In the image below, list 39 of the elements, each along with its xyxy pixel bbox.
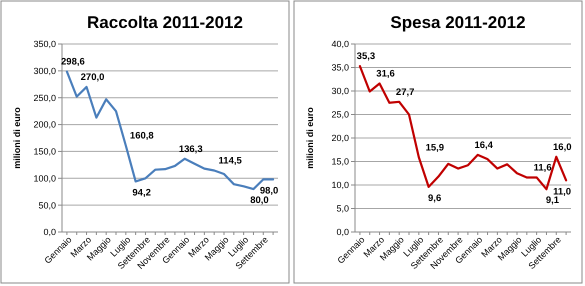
- y-tick-label: 100,0: [33, 173, 56, 184]
- data-label: 298,6: [61, 56, 85, 68]
- y-tick-label: 350,0: [33, 39, 56, 50]
- data-label: 11,6: [534, 162, 552, 174]
- y-axis-title: milioni di euro: [305, 106, 315, 169]
- y-tick-label: 50,0: [38, 200, 56, 210]
- data-label: 80,0: [250, 195, 269, 206]
- y-tick-label: 0,0: [336, 227, 349, 238]
- data-label: 136,3: [178, 144, 203, 155]
- data-label: 16,4: [474, 140, 494, 151]
- y-tick-label: 15,0: [331, 156, 349, 167]
- data-label: 160,8: [130, 130, 154, 142]
- chart-title: Raccolta 2011-2012: [87, 13, 243, 32]
- y-tick-label: 35,0: [331, 62, 349, 73]
- y-tick-label: 150,0: [33, 146, 56, 157]
- y-tick-label: 25,0: [331, 110, 349, 120]
- y-tick-label: 30,0: [331, 86, 349, 96]
- y-tick-label: 5,0: [336, 204, 349, 214]
- y-tick-label: 300,0: [33, 66, 56, 76]
- data-label: 11,0: [553, 186, 572, 198]
- chart-title: Spesa 2011-2012: [390, 13, 526, 32]
- y-tick-label: 200,0: [33, 120, 56, 130]
- data-label: 9,1: [546, 195, 560, 206]
- data-label: 98,0: [260, 185, 278, 196]
- y-tick-label: 250,0: [33, 92, 56, 103]
- data-label: 16,0: [553, 142, 572, 153]
- data-label: 114,5: [218, 155, 243, 166]
- data-label: 94,2: [132, 187, 151, 198]
- y-tick-label: 40,0: [331, 39, 349, 50]
- data-label: 270,0: [80, 72, 104, 83]
- y-axis-title: milioni di euro: [12, 106, 22, 169]
- y-tick-label: 20,0: [331, 133, 349, 144]
- y-tick-label: 10,0: [331, 180, 349, 190]
- data-label: 15,9: [426, 142, 444, 154]
- data-label: 27,7: [396, 86, 414, 98]
- data-label: 31,6: [376, 68, 395, 80]
- data-label: 35,3: [356, 51, 376, 62]
- y-tick-label: 0,0: [43, 227, 56, 238]
- data-label: 9,6: [428, 192, 442, 204]
